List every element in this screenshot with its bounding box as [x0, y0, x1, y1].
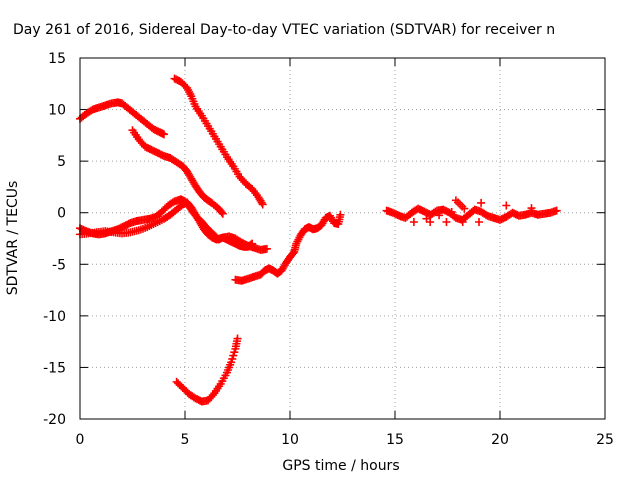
series-arc-1	[76, 98, 168, 139]
y-tick-label: -20	[43, 412, 66, 428]
data-point	[160, 130, 168, 139]
data-point	[409, 217, 418, 226]
axis-ticks	[79, 57, 606, 420]
data-point	[502, 201, 511, 210]
x-tick-label: 15	[386, 432, 404, 448]
series-arc-2	[128, 126, 227, 218]
plot-frame	[79, 57, 606, 420]
y-tick-label: 0	[57, 206, 66, 222]
y-tick-label: -15	[43, 360, 66, 376]
data-point	[257, 198, 266, 207]
data-point	[262, 244, 271, 253]
series-arc-7	[172, 334, 242, 406]
data-points	[76, 74, 561, 406]
x-tick-label: 20	[491, 432, 509, 448]
y-tick-label: -10	[43, 309, 66, 325]
series-arc-4	[76, 195, 257, 251]
tick-labels: 0 5 10 15 20 25 -20 -15 -10 -5 0 5 10 15	[43, 51, 614, 448]
y-tick-label: -5	[52, 257, 66, 273]
x-tick-label: 0	[76, 432, 85, 448]
data-point	[208, 391, 217, 400]
data-point	[435, 211, 444, 220]
data-point	[477, 198, 486, 207]
data-point	[475, 217, 483, 226]
x-tick-label: 5	[181, 432, 190, 448]
data-point	[426, 217, 435, 226]
data-point	[460, 204, 469, 213]
data-point	[336, 210, 345, 219]
x-tick-label: 25	[596, 432, 614, 448]
data-point	[552, 206, 561, 215]
data-point	[218, 209, 227, 218]
grid	[80, 58, 605, 419]
series-arc-5	[76, 198, 271, 254]
data-point	[442, 217, 451, 226]
data-point	[458, 217, 467, 226]
x-axis-label: GPS time / hours	[282, 458, 399, 474]
series-arc-8	[382, 196, 561, 226]
y-tick-label: 10	[48, 103, 66, 119]
data-point	[447, 207, 456, 216]
series-arc-3	[170, 74, 267, 209]
x-tick-label: 10	[281, 432, 299, 448]
data-point	[527, 204, 536, 213]
series-arc-6	[231, 210, 345, 285]
data-point	[233, 334, 242, 343]
y-axis-label: SDTVAR / TECUs	[5, 181, 21, 296]
y-tick-label: 15	[48, 51, 66, 67]
y-tick-label: 5	[57, 154, 66, 170]
data-point	[258, 200, 267, 209]
chart-title: Day 261 of 2016, Sidereal Day-to-day VTE…	[13, 22, 555, 38]
data-point	[217, 208, 226, 217]
